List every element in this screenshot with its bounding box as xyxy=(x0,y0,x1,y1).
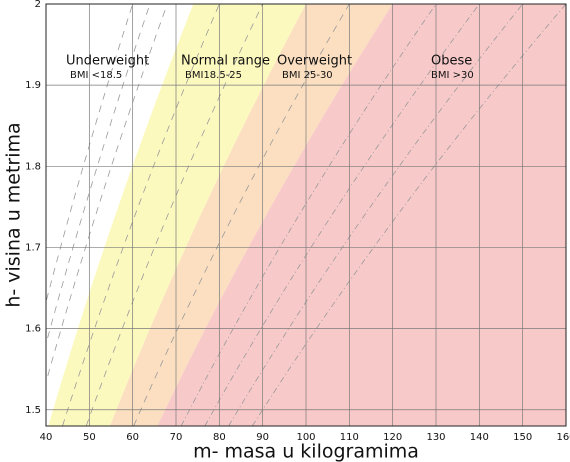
bmi-line xyxy=(228,4,523,426)
y-tick-label: 1.5 xyxy=(25,405,41,416)
bmi-line xyxy=(85,4,264,426)
bmi-line xyxy=(204,4,480,426)
plot-area xyxy=(46,4,566,426)
x-tick-label: 150 xyxy=(513,432,532,443)
y-tick-label: 1.6 xyxy=(25,324,41,335)
region-name: Obese xyxy=(431,54,472,69)
x-tick-label: 130 xyxy=(426,432,445,443)
region-bmi: BMI18.5-25 xyxy=(185,70,242,81)
x-tick-label: 100 xyxy=(296,432,315,443)
bmi-line xyxy=(46,4,134,304)
region xyxy=(109,4,393,426)
x-tick-label: 70 xyxy=(170,432,183,443)
x-tick-label: 110 xyxy=(340,432,359,443)
region-name: Normal range xyxy=(181,54,270,69)
y-tick-label: 1.7 xyxy=(25,242,41,253)
bmi-line xyxy=(133,4,350,426)
x-tick-label: 50 xyxy=(83,432,96,443)
bmi-line xyxy=(180,4,437,426)
region-bmi: BMI >30 xyxy=(431,70,474,81)
region-name: Underweight xyxy=(66,54,149,69)
bmi-line xyxy=(46,4,168,384)
region-bmi: BMI 25-30 xyxy=(282,70,333,81)
y-tick-label: 1.8 xyxy=(25,161,41,172)
y-tick-label: 1.9 xyxy=(25,80,41,91)
region xyxy=(157,4,566,426)
x-axis-label: m- masa u kilogramima xyxy=(193,441,419,462)
x-tick-label: 120 xyxy=(383,432,402,443)
plot-frame xyxy=(45,3,567,427)
x-tick-label: 160 xyxy=(556,432,570,443)
x-tick-label: 60 xyxy=(126,432,139,443)
x-tick-label: 90 xyxy=(256,432,269,443)
y-tick-label: 2 xyxy=(35,0,41,10)
bmi-line xyxy=(62,4,220,426)
bmi-line xyxy=(46,4,151,346)
y-axis-label: h- visina u metrima xyxy=(3,122,25,307)
bmi-line xyxy=(251,4,566,426)
x-tick-label: 140 xyxy=(470,432,489,443)
x-tick-label: 80 xyxy=(213,432,226,443)
region xyxy=(48,4,306,426)
x-tick-label: 40 xyxy=(40,432,53,443)
region-name: Overweight xyxy=(277,54,352,69)
region-bmi: BMI <18.5 xyxy=(70,70,122,81)
region xyxy=(46,4,194,426)
